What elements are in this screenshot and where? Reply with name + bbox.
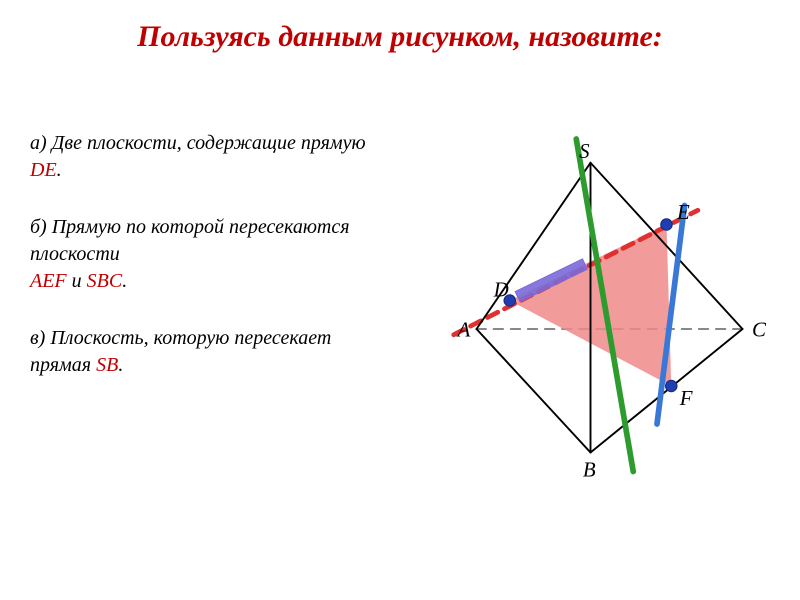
item-b-key2: SBC xyxy=(87,270,123,292)
item-c-tail: . xyxy=(118,354,123,376)
label-S: S xyxy=(579,139,590,163)
label-F: F xyxy=(679,386,693,410)
point-F xyxy=(666,380,677,391)
item-a-key1: DE xyxy=(30,159,57,181)
item-a-lead: а) Две плоскости, содержащие прямую xyxy=(30,132,366,154)
tetrahedron-figure: A B C S D E F xyxy=(410,120,790,500)
point-E xyxy=(661,219,672,230)
label-B: B xyxy=(583,457,596,481)
item-b-key1: АEF xyxy=(30,270,67,292)
item-a: а) Две плоскости, содержащие прямую DE. xyxy=(30,130,390,184)
question-column: а) Две плоскости, содержащие прямую DE. … xyxy=(30,130,390,409)
label-E: E xyxy=(676,200,690,224)
edge-AB xyxy=(477,329,591,453)
item-c-lead: в) Плоскость, которую пересекает прямая xyxy=(30,327,331,376)
item-a-tail: . xyxy=(57,159,62,181)
item-b: б) Прямую по которой пересекаются плоско… xyxy=(30,214,390,295)
label-C: C xyxy=(752,318,767,342)
page-title: Пользуясь данным рисунком, назовите: xyxy=(0,20,800,54)
label-D: D xyxy=(493,278,509,302)
item-b-tail: . xyxy=(122,270,127,292)
item-b-mid: и xyxy=(67,270,87,292)
item-b-lead: б) Прямую по которой пересекаются плоско… xyxy=(30,216,350,265)
figure-svg: A B C S D E F xyxy=(410,120,790,500)
item-c-key1: SB xyxy=(96,354,118,376)
label-A: A xyxy=(456,318,471,342)
item-c: в) Плоскость, которую пересекает прямая … xyxy=(30,325,390,379)
